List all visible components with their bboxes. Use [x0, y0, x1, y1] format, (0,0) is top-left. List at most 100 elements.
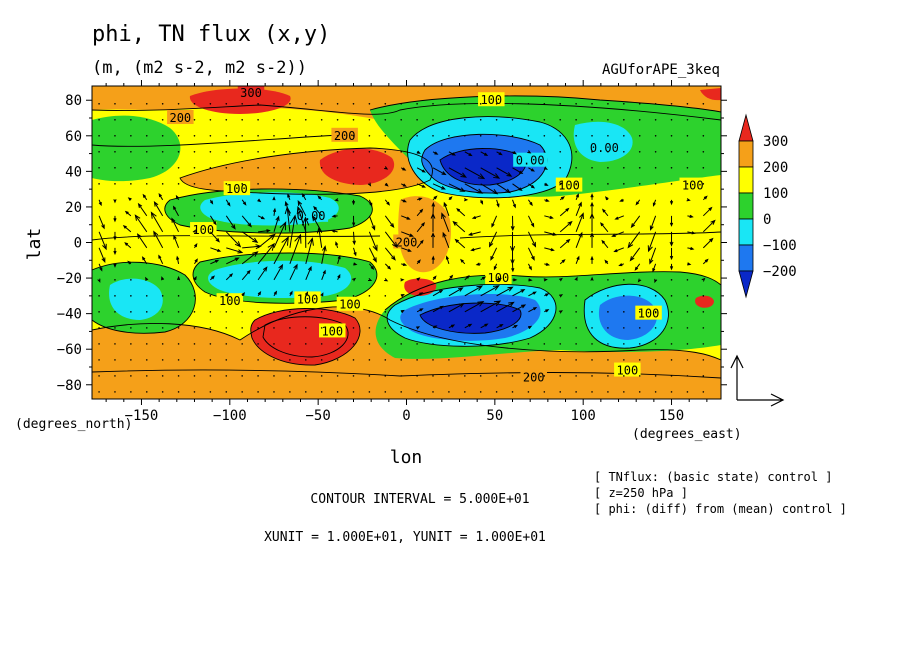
flux-vector — [479, 199, 484, 205]
flux-vector-dot — [543, 359, 546, 361]
flux-vector-dot — [320, 343, 323, 345]
flux-vector-dot — [432, 391, 434, 393]
flux-vector-dot — [575, 151, 577, 153]
contour-line — [92, 134, 341, 147]
x-tick-label: 150 — [659, 408, 684, 424]
flux-vector-dot — [416, 343, 418, 345]
flux-vector — [480, 151, 489, 156]
flux-vector-dot — [145, 134, 148, 137]
flux-vector — [352, 277, 357, 282]
flux-vector — [618, 263, 625, 267]
flux-vector-dot — [654, 327, 657, 329]
contour-fill-cyan-south — [208, 260, 352, 298]
flux-vector — [401, 215, 411, 220]
flux-vector-dot — [336, 343, 339, 345]
flux-vector — [480, 167, 501, 179]
flux-vector — [590, 193, 594, 200]
flux-vector-dot — [623, 327, 625, 329]
flux-vector — [454, 238, 466, 249]
flux-vector — [647, 231, 657, 253]
flux-vector — [289, 233, 302, 265]
flux-vector-dot — [225, 102, 228, 105]
flux-vector — [430, 232, 436, 248]
flux-vector — [432, 325, 438, 329]
flux-vector-dot — [320, 375, 323, 377]
vector-units: XUNIT = 1.000E+01, YUNIT = 1.000E+01 — [264, 530, 546, 545]
flux-vector — [98, 231, 107, 251]
flux-vector-dot — [575, 375, 577, 377]
flux-vector — [313, 205, 323, 217]
flux-vector-dot — [686, 134, 689, 137]
flux-vector — [401, 199, 407, 203]
note-phi: [ phi: (diff) from (mean) control ] — [594, 502, 847, 516]
flux-vector — [528, 307, 538, 313]
flux-vector-dot — [511, 118, 514, 121]
flux-vector-dot — [336, 151, 339, 153]
contour-label: 200 — [396, 236, 418, 250]
flux-vector — [512, 167, 524, 175]
flux-vector — [488, 231, 498, 248]
flux-vector — [559, 196, 565, 201]
flux-vector-dot — [273, 343, 275, 345]
flux-vector-dot — [670, 327, 673, 329]
flux-vector-dot — [130, 167, 132, 169]
flux-vector — [480, 300, 502, 313]
flux-vector-dot — [591, 118, 593, 121]
flux-vector-dot — [352, 343, 355, 345]
flux-vector-dot — [257, 391, 259, 393]
flux-vector — [471, 215, 481, 220]
flux-vector — [637, 278, 642, 283]
contour-fill-darkblue-north — [440, 148, 526, 186]
flux-vector-dot — [336, 102, 339, 105]
flux-vector — [527, 150, 532, 154]
flux-vector-dot — [336, 391, 339, 393]
flux-vector-dot — [432, 134, 434, 137]
flux-vector — [257, 198, 262, 203]
flux-vector — [241, 199, 247, 206]
flux-vector-dot — [670, 151, 673, 153]
flux-vector — [400, 293, 405, 298]
flux-vector-dot — [638, 183, 641, 185]
flux-vector-dot — [591, 327, 593, 329]
flux-vector — [289, 290, 293, 297]
flux-vector-dot — [320, 151, 323, 153]
contour-fill-red-northeast — [700, 88, 721, 101]
flux-vector — [611, 231, 625, 237]
flux-vector — [512, 199, 516, 209]
flux-vector-dot — [527, 118, 530, 121]
flux-vector-dot — [320, 118, 323, 121]
flux-vector — [337, 254, 341, 264]
flux-vector-dot — [638, 327, 641, 329]
flux-vector-dot — [304, 167, 307, 169]
flux-vector-dot — [98, 167, 100, 169]
flux-vector-dot — [225, 359, 228, 361]
flux-vector — [649, 247, 657, 265]
flux-vector-dot — [145, 327, 148, 329]
flux-vector-dot — [670, 279, 673, 281]
flux-vector-dot — [304, 343, 307, 345]
flux-vector — [368, 247, 377, 263]
flux-vector-dot — [145, 295, 148, 297]
flux-vector-dot — [114, 118, 116, 121]
flux-vector-dot — [670, 343, 673, 345]
flux-vector — [496, 199, 500, 208]
flux-vector — [443, 201, 450, 216]
flux-vector — [241, 231, 259, 244]
flux-vector-dot — [432, 375, 434, 377]
flux-vector — [687, 214, 694, 218]
flux-vector — [241, 215, 252, 228]
flux-vector-dot — [559, 134, 562, 137]
flux-vector — [432, 167, 447, 176]
flux-vector — [98, 247, 106, 263]
flux-vector-dot — [98, 391, 100, 393]
flux-vector-dot — [638, 151, 641, 153]
flux-vector-dot — [368, 295, 371, 297]
flux-vector — [448, 183, 466, 192]
flux-vector — [158, 192, 164, 201]
contour-label: 100 — [192, 223, 214, 237]
flux-vector — [368, 199, 373, 207]
flux-vector-dot — [177, 311, 180, 313]
flux-vector-dot — [352, 359, 355, 361]
flux-vector — [431, 201, 436, 216]
